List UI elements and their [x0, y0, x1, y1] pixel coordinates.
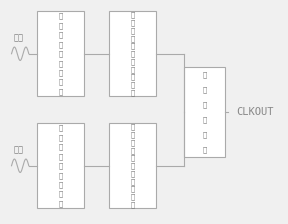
- Text: 数: 数: [130, 201, 134, 208]
- Text: 信: 信: [130, 147, 134, 154]
- Text: 采: 采: [58, 60, 62, 67]
- Text: 锁: 锁: [130, 162, 134, 169]
- Text: 存: 存: [58, 88, 62, 95]
- Text: 样: 样: [58, 181, 62, 188]
- Text: 数: 数: [130, 89, 134, 96]
- Text: 路: 路: [130, 139, 134, 146]
- Bar: [37, 123, 84, 208]
- Text: 第: 第: [58, 13, 62, 19]
- Text: 号: 号: [58, 50, 62, 57]
- Text: 信: 信: [58, 41, 62, 48]
- Text: 电: 电: [202, 131, 206, 138]
- Text: 计: 计: [130, 193, 134, 200]
- Text: 锁: 锁: [58, 79, 62, 85]
- Text: CLKOUT: CLKOUT: [236, 107, 274, 117]
- Text: 路: 路: [58, 144, 62, 150]
- Bar: [109, 123, 156, 208]
- Bar: [184, 67, 225, 157]
- Text: 二: 二: [130, 131, 134, 138]
- Text: 形: 形: [202, 86, 206, 93]
- Text: 号: 号: [130, 43, 134, 49]
- Text: 锁: 锁: [130, 50, 134, 57]
- Text: 二: 二: [58, 134, 62, 141]
- Text: 存: 存: [130, 170, 134, 177]
- Bar: [109, 11, 156, 96]
- Text: 采: 采: [58, 172, 62, 179]
- Text: 第: 第: [130, 124, 134, 130]
- Text: 号: 号: [130, 155, 134, 161]
- Text: 波: 波: [202, 71, 206, 78]
- Bar: [37, 11, 84, 96]
- Text: 路: 路: [202, 146, 206, 153]
- Text: 信: 信: [58, 153, 62, 160]
- Text: 信号: 信号: [14, 146, 24, 155]
- Text: 存: 存: [130, 58, 134, 65]
- Text: 整: 整: [202, 101, 206, 108]
- Text: 锁: 锁: [58, 191, 62, 197]
- Text: 采: 采: [130, 66, 134, 73]
- Text: 第: 第: [58, 125, 62, 131]
- Text: 一: 一: [130, 19, 134, 26]
- Text: 样: 样: [130, 74, 134, 80]
- Text: 采: 采: [130, 178, 134, 185]
- Text: 形: 形: [202, 116, 206, 123]
- Text: 样: 样: [58, 69, 62, 76]
- Text: 计: 计: [130, 81, 134, 88]
- Text: 第: 第: [130, 12, 134, 18]
- Text: 路: 路: [130, 27, 134, 34]
- Text: 一: 一: [58, 22, 62, 29]
- Text: 路: 路: [58, 32, 62, 38]
- Text: 信号: 信号: [14, 34, 24, 43]
- Text: 存: 存: [58, 200, 62, 207]
- Text: 样: 样: [130, 186, 134, 192]
- Text: 号: 号: [58, 162, 62, 169]
- Text: 信: 信: [130, 35, 134, 42]
